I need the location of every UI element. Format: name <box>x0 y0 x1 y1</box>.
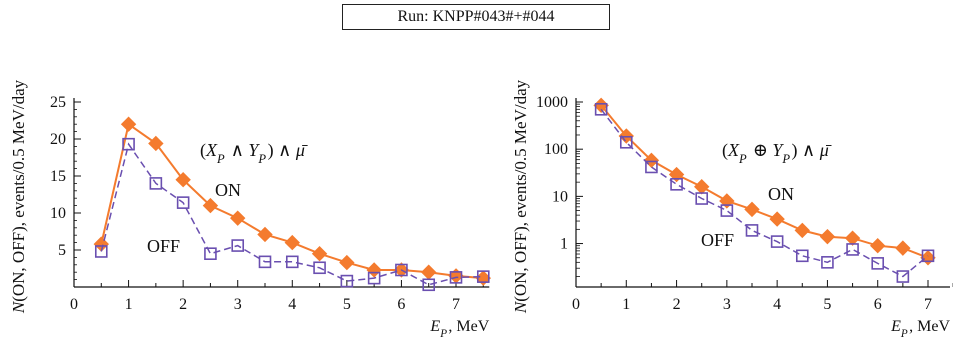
data-point-on <box>202 197 219 214</box>
x-tick-label: 0 <box>572 296 580 313</box>
x-tick-label: 1 <box>125 296 133 313</box>
data-point-off <box>695 192 709 205</box>
x-tick-label: 2 <box>673 296 681 313</box>
data-point-on <box>421 264 437 280</box>
data-point-off <box>449 271 463 284</box>
chart-2: 0 1 2 3 4 5 6 7 1 10 100 1000 N(ON, OFF), events/0.5… <box>511 79 953 340</box>
data-point-off <box>367 271 381 285</box>
data-point-on <box>794 222 810 239</box>
data-point-on <box>870 238 886 254</box>
y-tick-label: 10 <box>50 205 66 222</box>
y-tick-label: 20 <box>50 131 66 148</box>
data-point-on <box>819 228 836 245</box>
data-point-on <box>769 211 785 227</box>
data-point-on <box>148 135 164 152</box>
x-tick-label: 7 <box>924 296 932 313</box>
data-point-off <box>770 235 784 248</box>
data-point-off <box>176 196 190 209</box>
condition-annotation: (XP ⊕ YP ) ∧ μ̄ <box>722 140 832 166</box>
series-label-on: ON <box>215 180 241 200</box>
x-tick-label: 5 <box>343 296 351 313</box>
y-tick-label: 10 <box>552 188 568 205</box>
x-tick-label: 3 <box>723 296 731 313</box>
data-point-on <box>694 179 710 195</box>
data-point-off <box>619 135 633 149</box>
data-point-on <box>719 193 735 209</box>
series-line-off <box>600 108 929 278</box>
y-tick-label: 15 <box>50 168 66 185</box>
condition-annotation: (XP ∧ YP ) ∧ μ̄ <box>200 140 308 166</box>
data-point-on <box>339 254 355 271</box>
data-point-off <box>313 261 326 275</box>
x-tick-label: 0 <box>70 296 78 313</box>
data-point-on <box>120 116 137 132</box>
run-label: Run: KNPP#043#+#044 <box>397 8 555 25</box>
run-label-box: Run: KNPP#043#+#044 <box>342 4 610 30</box>
data-point-off <box>846 243 859 256</box>
data-point-off <box>821 256 834 269</box>
series-line-off <box>100 142 484 286</box>
x-tick-label: 6 <box>874 296 882 313</box>
data-point-off <box>122 137 135 151</box>
data-point-off <box>871 257 885 270</box>
data-point-on <box>366 262 382 278</box>
x-tick-label: 4 <box>288 296 296 313</box>
data-point-on <box>230 210 246 226</box>
x-axis-label: EP , MeV <box>429 318 489 340</box>
x-tick-label: 5 <box>823 296 831 313</box>
y-tick-label: 5 <box>58 242 66 259</box>
data-point-on <box>895 240 911 256</box>
series-label-off: OFF <box>701 230 734 250</box>
data-point-off <box>149 177 163 190</box>
y-tick-label: 100 <box>544 141 568 158</box>
series-line-on <box>600 104 929 259</box>
data-point-off <box>645 160 658 174</box>
y-tick-label: 25 <box>50 94 66 111</box>
data-point-off <box>422 278 436 292</box>
x-tick-label: 7 <box>452 296 460 313</box>
data-point-on <box>744 201 760 218</box>
x-tick-label: 2 <box>179 296 187 313</box>
data-point-off <box>476 270 490 283</box>
data-point-off <box>94 245 108 258</box>
x-tick-label: 4 <box>773 296 781 313</box>
data-point-on <box>175 171 191 188</box>
data-point-off <box>670 178 683 191</box>
x-tick-label: 6 <box>397 296 405 313</box>
data-point-on <box>284 234 300 251</box>
data-point-off <box>720 204 734 217</box>
data-point-off <box>204 247 217 260</box>
series-label-off: OFF <box>147 236 180 256</box>
y-tick-label: 1000 <box>536 94 568 111</box>
data-point-on <box>311 245 328 262</box>
series-label-on: ON <box>768 184 794 204</box>
data-point-off <box>395 263 408 277</box>
data-point-off <box>745 224 759 237</box>
y-tick-label: 1 <box>560 236 568 253</box>
x-axis-label: EP , MeV <box>890 318 950 340</box>
data-point-off <box>896 270 910 283</box>
data-point-on <box>257 226 273 243</box>
data-point-off <box>285 255 299 269</box>
data-point-off <box>231 239 245 252</box>
x-tick-label: 3 <box>234 296 242 313</box>
data-point-on <box>593 97 609 114</box>
data-point-off <box>795 249 809 263</box>
y-axis-label: N(ON, OFF), events/0.5 MeV/day <box>511 79 530 314</box>
y-axis-label: N(ON, OFF), events/0.5 MeV/day <box>9 79 28 314</box>
chart-1: 0 1 2 3 4 5 6 7 5 10 15 20 25 N(ON, OFF), events/0.5 … <box>9 79 491 340</box>
data-point-off <box>340 274 354 288</box>
x-tick-label: 1 <box>622 296 630 313</box>
data-point-on <box>844 230 861 246</box>
data-point-off <box>594 103 608 116</box>
data-point-on <box>920 250 936 266</box>
data-point-off <box>258 255 272 269</box>
data-point-off <box>921 249 935 263</box>
